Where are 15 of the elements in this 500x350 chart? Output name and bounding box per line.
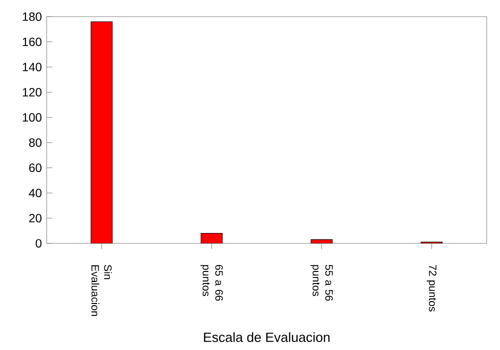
y-tick-label: 0 xyxy=(36,239,42,248)
y-tick-label: 120 xyxy=(22,88,42,96)
y-tick-label: 40 xyxy=(28,188,42,198)
x-tick-label: 65 a 66 puntos xyxy=(200,264,223,301)
x-tick-label: 72 puntos xyxy=(426,264,436,312)
y-tick-label: 140 xyxy=(22,62,42,72)
y-tick-label: 20 xyxy=(29,214,42,222)
x-axis-title: Escala de Evaluacion xyxy=(204,332,330,342)
y-tick-label: 180 xyxy=(22,12,42,21)
y-tick-label: 60 xyxy=(29,164,42,172)
y-tick-label: 160 xyxy=(22,38,42,46)
y-tick-label: 100 xyxy=(22,113,42,122)
x-tick-label: Sin Evaluacion xyxy=(91,264,112,316)
x-tick-label: 55 a 56 puntos xyxy=(310,264,333,301)
y-tick-label: 80 xyxy=(29,138,42,147)
